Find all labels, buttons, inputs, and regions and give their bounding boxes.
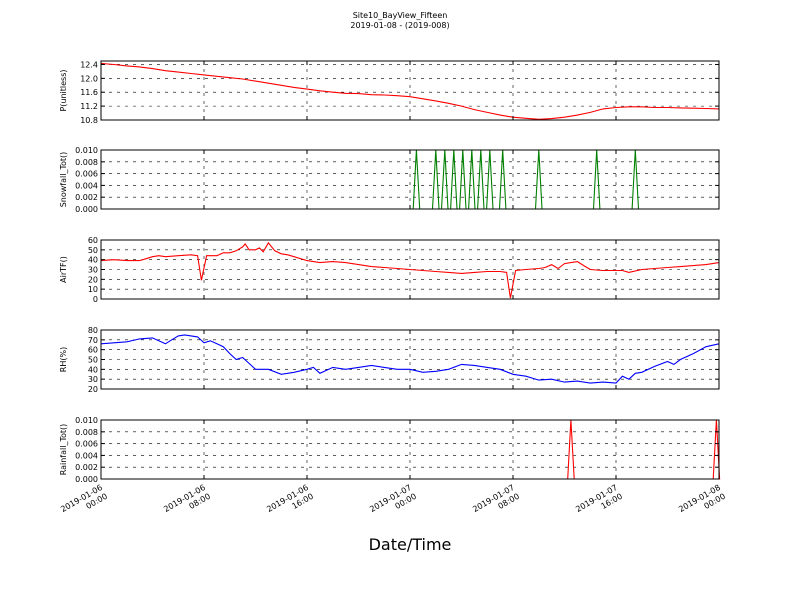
y-tick-label: 50 bbox=[88, 356, 98, 365]
y-axis-label: Snowfall_Tot() bbox=[59, 152, 68, 208]
y-tick-label: 50 bbox=[88, 246, 98, 255]
y-tick-label: 0.006 bbox=[75, 440, 98, 449]
subplot-1: 12.4 12.0 11.6 11.2 10.8 P(unitless) bbox=[59, 60, 720, 125]
y-tick-label: 12.0 bbox=[80, 74, 98, 83]
x-tick-label: 2019-01-0716:00 bbox=[574, 483, 624, 523]
y-axis-label: P(unitless) bbox=[59, 69, 68, 111]
x-tick-label: 2019-01-0600:00 bbox=[59, 483, 109, 523]
x-axis-label: Date/Time bbox=[368, 535, 452, 554]
y-tick-label: 30 bbox=[88, 375, 98, 384]
y-axis-label: RH(%) bbox=[59, 347, 68, 372]
y-tick-label: 10.8 bbox=[80, 116, 98, 125]
y-tick-label: 11.6 bbox=[80, 88, 98, 97]
x-tick-label: 2019-01-0616:00 bbox=[265, 483, 315, 523]
y-tick-label: 0.010 bbox=[75, 146, 98, 155]
y-tick-label: 0.002 bbox=[75, 193, 98, 202]
y-tick-label: 0.006 bbox=[75, 170, 98, 179]
y-tick-label: 40 bbox=[88, 365, 98, 374]
y-tick-label: 60 bbox=[88, 346, 98, 355]
x-tick-label: 2019-01-0708:00 bbox=[471, 483, 521, 523]
y-tick-label: 80 bbox=[88, 326, 98, 335]
y-tick-label: 0.010 bbox=[75, 416, 98, 425]
chart-subtitle: 2019-01-08 - (2019-008) bbox=[350, 21, 450, 30]
y-tick-label: 0.004 bbox=[75, 451, 98, 460]
subplot-2: 0.010 0.008 0.006 0.004 0.002 0.000 Snowfall_T… bbox=[59, 146, 720, 214]
series-line bbox=[100, 62, 720, 120]
x-tick-label: 2019-01-0700:00 bbox=[368, 483, 418, 523]
y-tick-label: 70 bbox=[88, 336, 98, 345]
series-line bbox=[100, 334, 720, 384]
chart-title: Site10_BayView_Fifteen bbox=[352, 11, 448, 20]
y-tick-label: 0 bbox=[93, 295, 98, 304]
y-tick-label: 0.008 bbox=[75, 158, 98, 167]
y-tick-label: 20 bbox=[88, 385, 98, 394]
y-tick-label: 30 bbox=[88, 266, 98, 275]
x-tick-label: 2019-01-0800:00 bbox=[677, 483, 727, 523]
y-axis-label: Rainfall_Tot() bbox=[59, 424, 68, 476]
y-tick-label: 0.000 bbox=[75, 475, 98, 484]
y-tick-label: 10 bbox=[88, 285, 98, 294]
series-line bbox=[100, 241, 720, 299]
y-tick-label: 0.004 bbox=[75, 181, 98, 190]
y-tick-label: 0.002 bbox=[75, 463, 98, 472]
y-tick-label: 20 bbox=[88, 275, 98, 284]
y-tick-label: 0.000 bbox=[75, 205, 98, 214]
y-tick-label: 11.2 bbox=[80, 102, 98, 111]
y-tick-label: 0.008 bbox=[75, 428, 98, 437]
y-tick-label: 40 bbox=[88, 256, 98, 265]
x-tick-label: 2019-01-0608:00 bbox=[162, 483, 212, 523]
subplot-5: 0.010 0.008 0.006 0.004 0.002 0.000 Rainfall_T… bbox=[59, 416, 721, 484]
y-axis-label: AirTF() bbox=[59, 256, 68, 283]
y-tick-label: 60 bbox=[88, 236, 98, 245]
y-tick-label: 12.4 bbox=[80, 60, 98, 69]
